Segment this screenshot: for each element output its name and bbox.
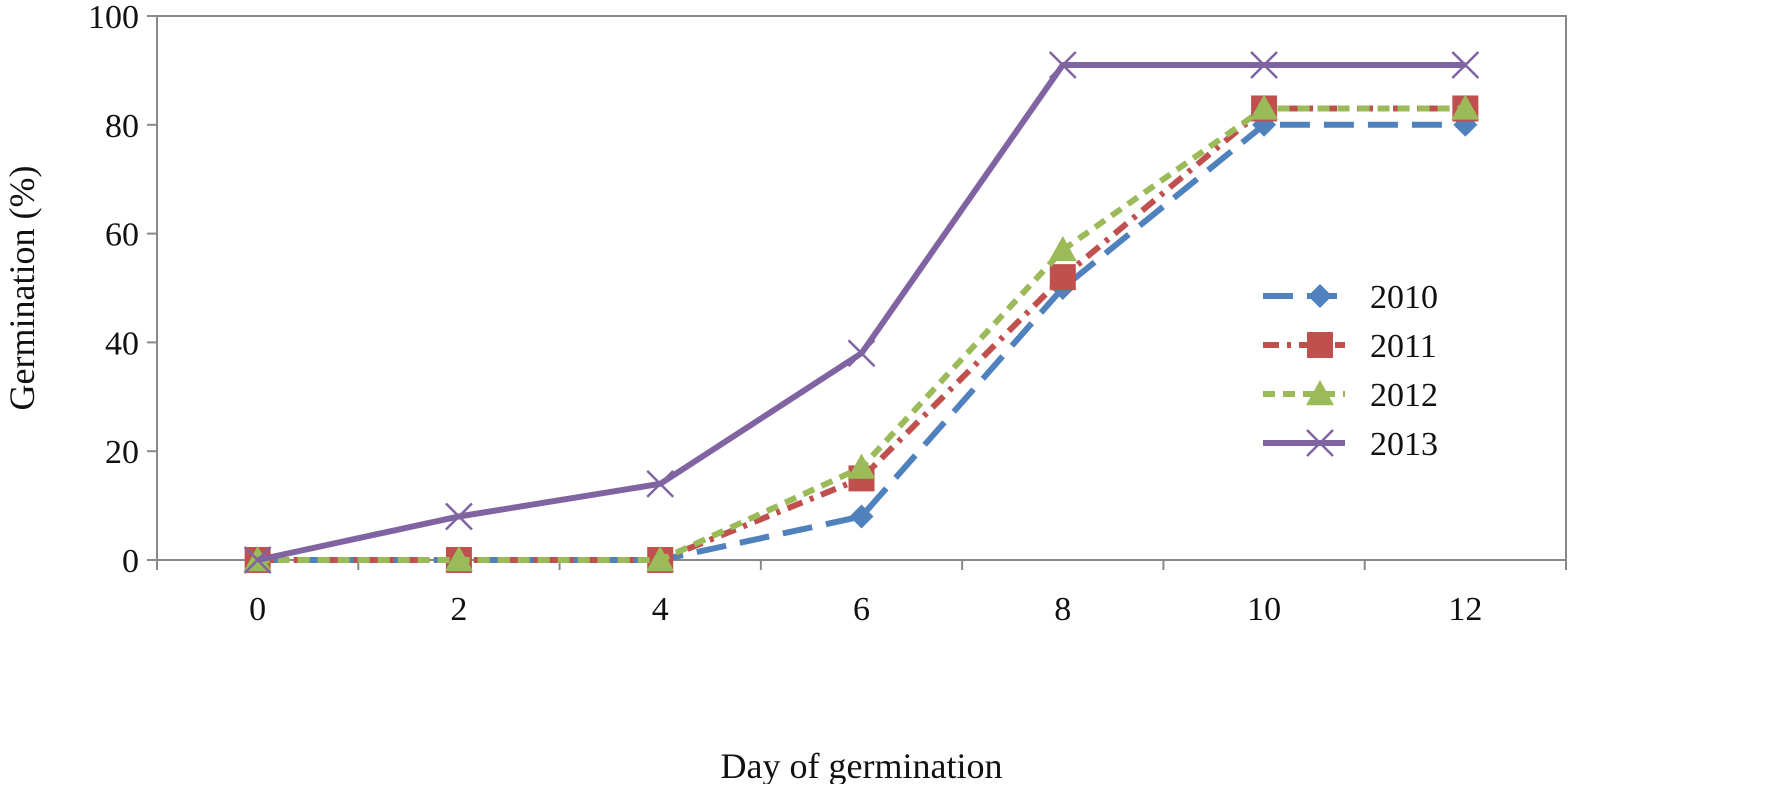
data-point-2012 — [1250, 94, 1279, 120]
legend-label: 2013 — [1370, 426, 1438, 463]
y-tick-label: 0 — [122, 543, 139, 580]
legend-item-2010: 2010 — [1263, 279, 1438, 316]
series-2012 — [243, 94, 1480, 572]
legend-marker — [1306, 429, 1334, 457]
legend-marker — [1306, 380, 1334, 406]
x-tick-label: 2 — [450, 591, 467, 628]
legend: 2010 2011 2012 2013 — [1263, 279, 1438, 463]
data-point-2013 — [1048, 51, 1077, 79]
data-point-2011 — [1049, 264, 1076, 291]
data-point-2012 — [1451, 94, 1480, 120]
series-2011 — [244, 95, 1479, 573]
data-point-2012 — [847, 453, 876, 479]
x-tick-label: 8 — [1054, 591, 1071, 628]
series-line-2011 — [257, 105, 1466, 563]
axes: 0 20 40 60 80 100 0 2 4 6 8 10 12 — [88, 0, 1567, 628]
legend-marker — [1307, 332, 1333, 358]
x-tick-label: 4 — [652, 591, 669, 628]
y-axis-title: Germination (%) — [2, 166, 42, 411]
y-tick-label: 100 — [88, 0, 139, 36]
series-line-2012 — [257, 105, 1466, 563]
data-point-2012 — [1048, 235, 1077, 262]
legend-marker — [1308, 284, 1332, 308]
x-tick-label: 6 — [853, 591, 870, 628]
data-point-2010 — [849, 504, 874, 529]
legend-item-2012: 2012 — [1263, 377, 1438, 414]
x-tick-label: 0 — [249, 591, 266, 628]
series-line-2010 — [257, 121, 1466, 563]
legend-item-2011: 2011 — [1263, 328, 1437, 365]
x-tick-label: 10 — [1247, 591, 1281, 628]
data-point-2013 — [1250, 51, 1278, 79]
legend-label: 2012 — [1370, 377, 1438, 414]
data-point-2013 — [1451, 51, 1480, 79]
y-tick-label: 60 — [105, 217, 139, 254]
legend-label: 2011 — [1370, 328, 1437, 365]
x-tick-label: 12 — [1448, 591, 1482, 628]
data-point-2013 — [847, 339, 876, 368]
legend-item-2013: 2013 — [1263, 426, 1438, 463]
data-point-2013 — [243, 546, 272, 574]
data-point-2013 — [646, 469, 675, 498]
y-tick-label: 20 — [105, 434, 139, 471]
series-group — [243, 51, 1480, 574]
y-tick-label: 80 — [105, 108, 139, 145]
legend-label: 2010 — [1370, 279, 1438, 316]
data-point-2012 — [444, 546, 473, 572]
data-point-2013 — [445, 502, 473, 531]
series-2013 — [243, 51, 1480, 574]
data-point-2012 — [646, 546, 675, 572]
series-2010 — [245, 112, 1478, 572]
x-axis-title: Day of germination — [721, 746, 1003, 784]
y-tick-label: 40 — [105, 325, 139, 362]
